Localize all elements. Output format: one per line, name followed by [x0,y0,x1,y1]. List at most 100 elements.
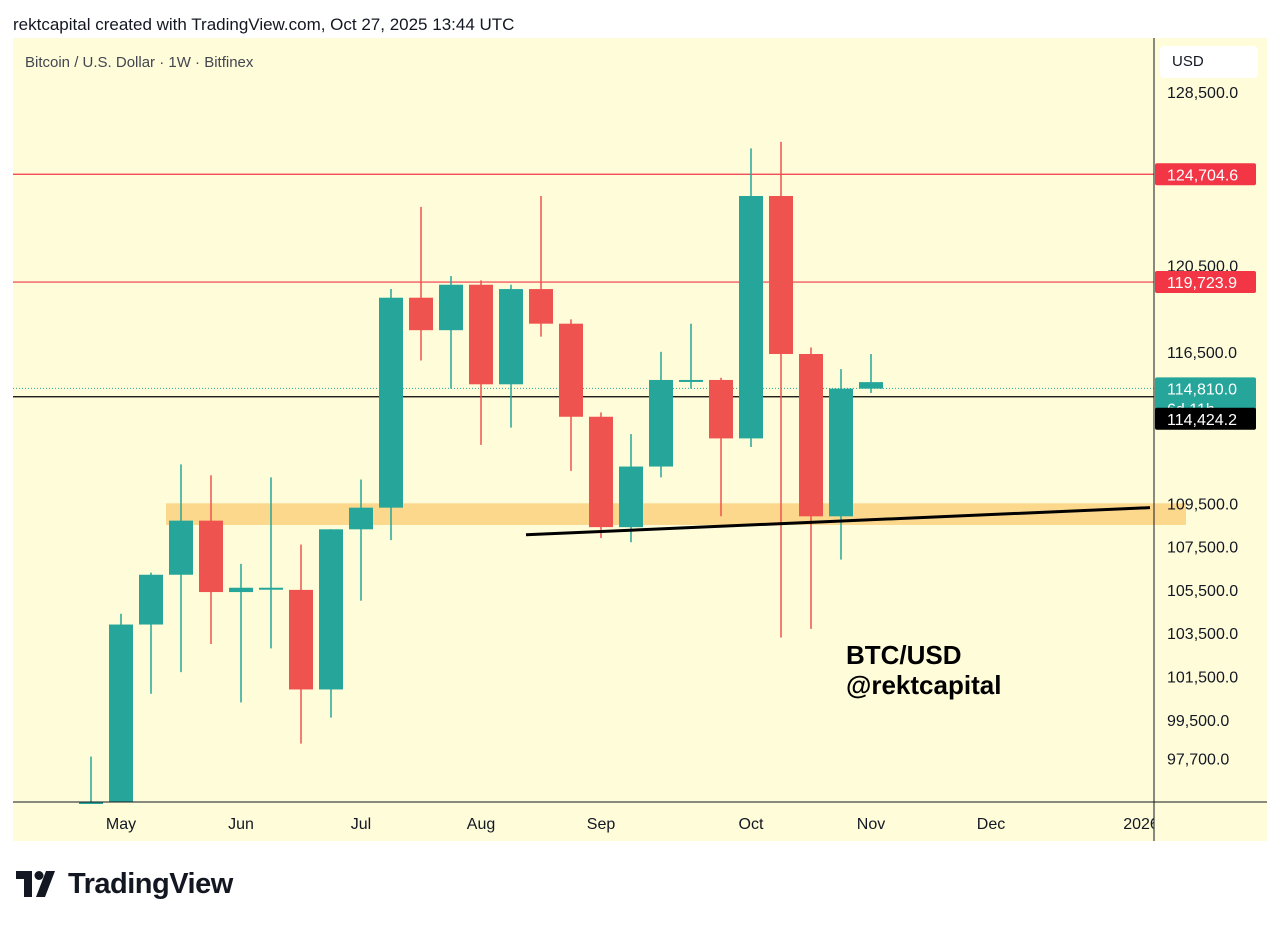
y-tick-label: 116,500.0 [1167,345,1237,362]
candle-body [799,353,823,517]
candle-body [829,388,853,517]
candle-body [499,289,523,385]
candle-down [289,544,313,744]
candle-up [79,756,103,804]
tradingview-logo-text: TradingView [68,867,233,900]
tradingview-logo-icon [16,871,55,897]
candle-down [769,141,793,638]
x-tick-label: Sep [587,816,616,833]
horizontal-lines-layer [13,173,1154,398]
candle-down [589,412,613,538]
y-tick-label: 109,500.0 [1167,496,1238,513]
resistance-price-label-bg [1155,271,1256,294]
candle-body [589,416,613,528]
candle-up [379,289,403,541]
x-tick-label: Jul [351,816,371,833]
candle-body [529,289,553,324]
candle-up [859,353,883,393]
candle-body [379,297,403,508]
candle-body [469,284,493,385]
annotation-line-2: @rektcapital [846,670,1002,700]
candle-down [529,195,553,337]
y-tick-label: 101,500.0 [1167,669,1238,686]
time-axis: May Jun Jul Aug Sep Oct Nov Dec 2026 [106,816,1159,833]
support-zone-layer [166,503,1186,525]
chart-header-caption: rektcapital created with TradingView.com… [13,15,515,34]
resistance-price-label-bg [1155,163,1256,186]
candle-body [109,624,133,802]
candle-down [799,347,823,629]
y-tick-label: 99,500.0 [1167,713,1229,730]
y-tick-label: 105,500.0 [1167,583,1238,600]
y-tick-label: 128,500.0 [1167,85,1238,102]
resistance-price-label: 119,723.9 [1167,275,1237,292]
chart-annotation: BTC/USD @rektcapital [846,640,1001,700]
candle-up [109,613,133,802]
candles-layer [79,141,883,804]
candle-up [439,276,463,389]
candle-down [199,475,223,645]
candle-up [139,572,163,694]
y-tick-label: 103,500.0 [1167,626,1238,643]
support-trendline [525,506,1151,537]
candle-up [679,323,703,389]
y-tick-label: 120,500.0 [1167,258,1238,275]
x-tick-label: 2026 [1123,816,1159,833]
candle-body [319,529,343,690]
current-price-label: 114,810.0 [1167,381,1237,398]
chart-background [13,38,1267,841]
trendline-layer [525,506,1151,537]
support-zone [166,503,1186,525]
candle-down [409,206,433,361]
candle-body [679,379,703,382]
x-tick-label: Aug [467,816,495,833]
tradingview-logo[interactable]: TradingView [16,868,233,900]
candle-body [289,589,313,690]
candle-body [199,520,223,593]
candle-body [859,382,883,389]
candle-up [169,464,193,673]
x-tick-label: Oct [739,816,764,833]
annotation-line-1: BTC/USD [846,640,962,670]
price-axis: 128,500.0 120,500.0 116,500.0 109,500.0 107,… [1167,85,1238,769]
candle-body [169,520,193,575]
x-tick-labels: May Jun Jul Aug Sep Oct Nov Dec 2026 [106,816,1159,833]
x-tick-label: Nov [857,816,885,833]
candle-down [469,280,493,445]
x-tick-label: May [106,816,136,833]
candle-body [619,466,643,528]
candle-body [559,323,583,417]
y-tick-label: 97,700.0 [1167,752,1229,769]
price-marker-label-bg [1155,407,1256,430]
x-tick-label: Dec [977,816,1005,833]
candle-up [739,148,763,448]
candle-body [349,507,373,530]
chart-frame: 128,500.0 120,500.0 116,500.0 109,500.0 107,… [13,38,1267,841]
x-tick-label: Jun [228,816,254,833]
candle-up [349,479,373,601]
candle-up [619,434,643,543]
candle-body [439,284,463,331]
candle-down [709,377,733,517]
symbol-title: Bitcoin / U.S. Dollar · 1W · Bitfinex [25,54,254,71]
y-tick-label: 107,500.0 [1167,540,1238,557]
candle-body [649,379,673,467]
candlestick-chart[interactable]: 128,500.0 120,500.0 116,500.0 109,500.0 107,… [13,38,1267,841]
candle-body [769,195,793,354]
candle-down [559,319,583,471]
candle-up [499,284,523,428]
candle-up [649,351,673,478]
candle-up [229,563,253,703]
resistance-price-label: 124,704.6 [1167,167,1238,184]
candle-body [229,587,253,593]
candle-body [409,297,433,331]
candle-body [139,574,163,625]
candle-up [319,529,343,718]
candle-up [259,477,283,649]
price-marker-label: 114,424.2 [1167,412,1237,429]
candle-body [739,195,763,439]
candle-body [79,802,103,804]
candle-body [709,379,733,439]
currency-button[interactable]: USD [1160,46,1258,78]
candle-body [259,587,283,590]
